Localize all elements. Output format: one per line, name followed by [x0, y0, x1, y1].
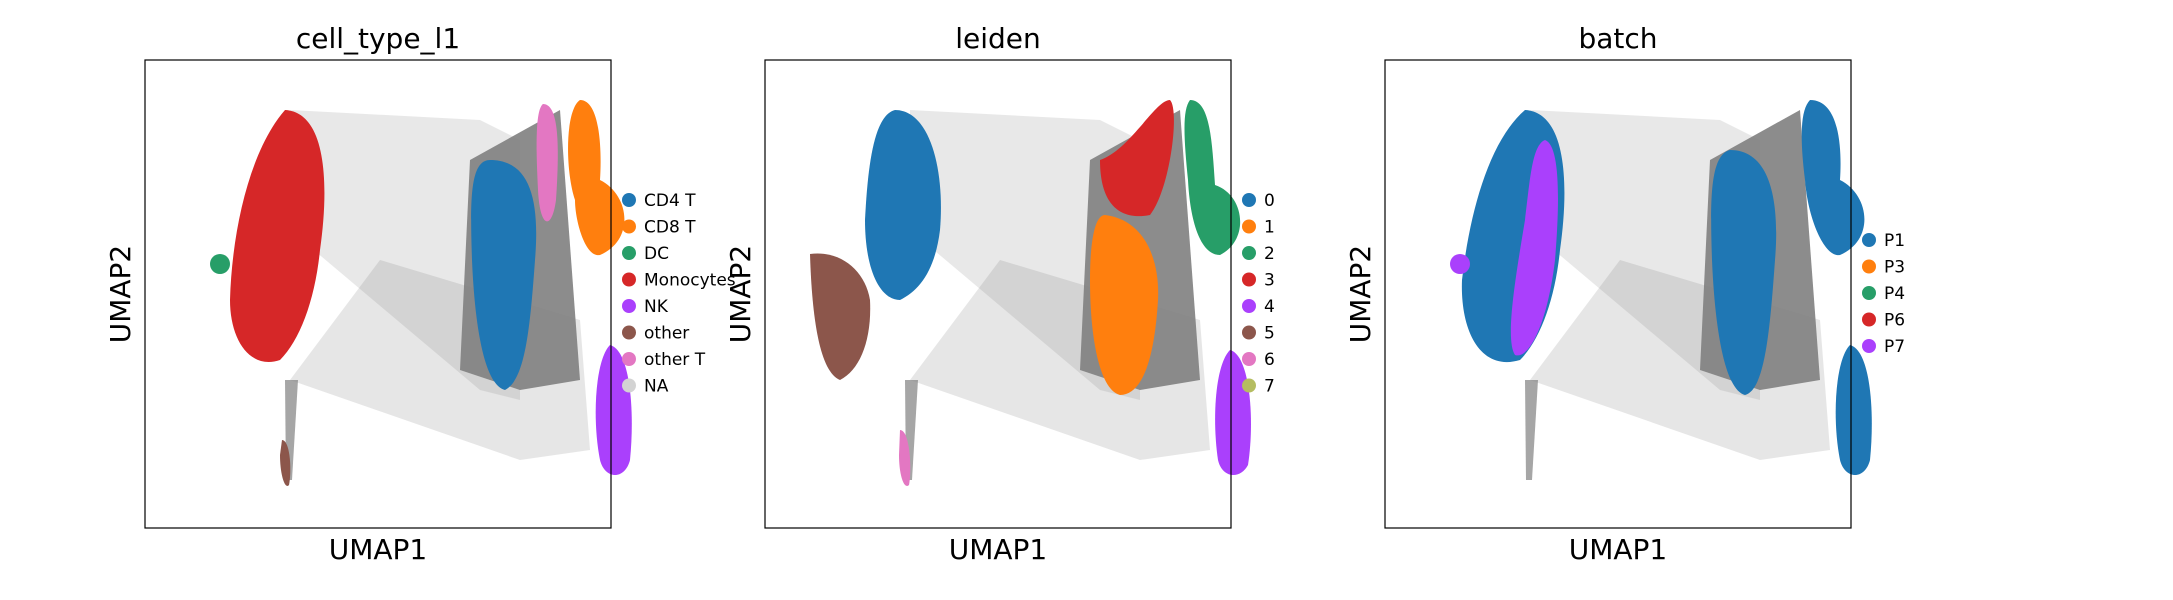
plot-frame	[1384, 59, 1852, 529]
legend-marker	[1242, 193, 1256, 207]
cluster-cd8-t	[568, 100, 625, 256]
legend: CD4 T CD8 T DC Monocytes NK other other T NA	[622, 191, 736, 397]
legend-label: 1	[1264, 218, 1275, 238]
y-axis-label: UMAP2	[104, 245, 137, 344]
cluster-layer	[810, 100, 1251, 486]
legend-marker	[1242, 352, 1256, 366]
legend-label: CD8 T	[644, 218, 696, 238]
legend-label: 4	[1264, 297, 1275, 317]
legend-label: P1	[1884, 231, 1905, 251]
umap-panel-batch: batch UMAP1 UMAP2 P1 P3 P4 P6 P7	[1320, 0, 2020, 600]
plot-frame	[144, 59, 612, 529]
cluster-other	[280, 440, 291, 486]
legend-label: P4	[1884, 284, 1905, 304]
edge-layer	[1525, 110, 1830, 480]
legend-marker	[622, 272, 636, 287]
cluster-5	[810, 253, 871, 380]
legend-label: 3	[1264, 271, 1275, 291]
legend-marker	[1242, 246, 1256, 260]
legend-marker	[622, 325, 636, 340]
legend-marker	[1242, 299, 1256, 313]
cluster-p7-small	[1450, 254, 1470, 274]
cluster-monocytes	[230, 110, 325, 362]
legend-label: P3	[1884, 258, 1905, 278]
legend-label: 2	[1264, 244, 1275, 264]
legend-marker	[622, 246, 636, 260]
legend-marker	[1242, 272, 1256, 287]
cluster-p7-left	[1510, 140, 1558, 356]
legend-label: CD4 T	[644, 191, 696, 211]
legend-label: 7	[1264, 377, 1275, 397]
cluster-2	[1184, 100, 1241, 255]
legend: P1 P3 P4 P6 P7	[1862, 231, 1905, 357]
cluster-layer	[210, 100, 632, 486]
legend-marker	[622, 299, 636, 313]
legend-marker	[1242, 219, 1256, 234]
x-axis-label: UMAP1	[329, 533, 428, 566]
legend-marker	[1862, 339, 1876, 353]
legend-marker	[1242, 325, 1256, 340]
cluster-dc	[210, 254, 230, 274]
panel-title: leiden	[955, 22, 1041, 55]
legend-marker	[1862, 259, 1876, 274]
legend-label: Monocytes	[644, 271, 736, 291]
legend-marker	[1862, 312, 1876, 327]
x-axis-label: UMAP1	[1569, 533, 1668, 566]
panel-title: batch	[1578, 22, 1657, 55]
legend-label: 6	[1264, 350, 1275, 370]
cluster-p1-center	[1711, 150, 1777, 395]
legend-marker	[1242, 378, 1256, 393]
umap-plot-batch: batch UMAP1 UMAP2 P1 P3 P4 P6 P7	[1344, 22, 1905, 566]
legend-label: 0	[1264, 191, 1275, 211]
cluster-p1-lower-right	[1835, 345, 1872, 475]
y-axis-label: UMAP2	[1344, 245, 1377, 344]
legend-label: P7	[1884, 337, 1905, 357]
cluster-nk	[595, 345, 632, 475]
legend-label: other T	[644, 350, 706, 370]
legend-marker	[1862, 286, 1876, 300]
legend-label: DC	[644, 244, 669, 264]
legend-marker	[622, 352, 636, 366]
cluster-4	[1215, 350, 1251, 476]
legend-marker	[622, 193, 636, 207]
umap-plot-leiden: leiden UMAP1 UMAP2 0 1 2 3 4 5 6 7	[724, 22, 1275, 566]
plot-frame	[764, 59, 1232, 529]
cluster-p1-right	[1801, 100, 1865, 256]
legend-marker	[622, 219, 636, 234]
edge-stem	[1525, 380, 1538, 480]
cluster-0	[865, 110, 941, 300]
legend-label: other	[644, 324, 689, 344]
cluster-3	[1100, 100, 1174, 217]
umap-panel-leiden: leiden UMAP1 UMAP2 0 1 2 3 4 5 6 7	[700, 0, 1400, 600]
umap-panel-cell-type: cell_type_l1 UMAP1 UMAP2 CD4 T CD8 T DC Mon…	[80, 0, 780, 600]
y-axis-label: UMAP2	[724, 245, 757, 344]
cluster-other-t	[536, 104, 558, 222]
cluster-1	[1090, 215, 1159, 395]
umap-plot-cell-type: cell_type_l1 UMAP1 UMAP2 CD4 T CD8 T DC Mon…	[104, 22, 736, 566]
legend-marker	[622, 378, 636, 393]
legend-marker	[1862, 233, 1876, 247]
cluster-layer	[1450, 100, 1872, 475]
cluster-cd4-t	[471, 160, 537, 390]
panel-title: cell_type_l1	[296, 22, 460, 55]
legend-label: 5	[1264, 324, 1275, 344]
legend-label: P6	[1884, 311, 1905, 331]
legend: 0 1 2 3 4 5 6 7	[1242, 191, 1275, 397]
cluster-6	[899, 430, 911, 486]
legend-label: NA	[644, 377, 669, 397]
x-axis-label: UMAP1	[949, 533, 1048, 566]
legend-label: NK	[644, 297, 669, 317]
